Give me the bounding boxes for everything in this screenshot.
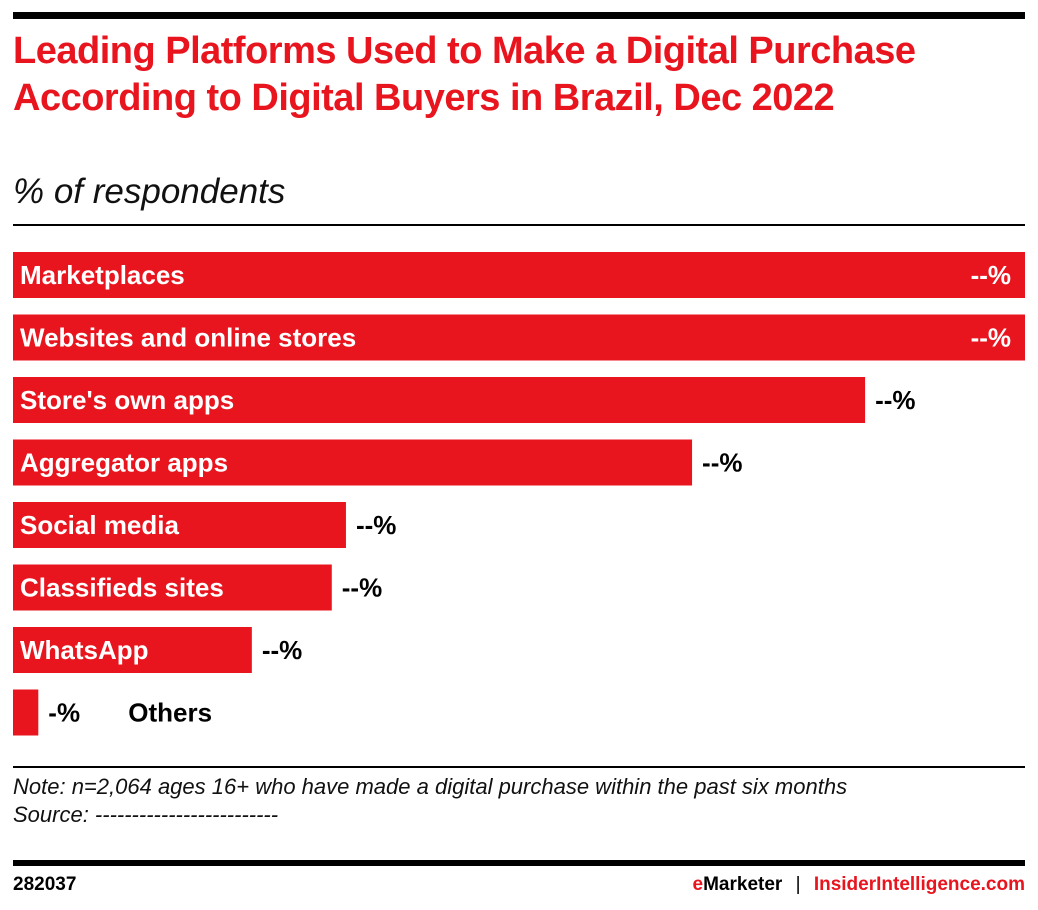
data-label: --% (262, 635, 302, 665)
bar (13, 689, 39, 736)
header-divider (13, 224, 1025, 226)
chart-source: Source: ------------------------- (13, 802, 279, 827)
top-rule (13, 12, 1025, 19)
data-label: --% (971, 260, 1011, 290)
category-label: Store's own apps (20, 385, 234, 415)
data-label: --% (702, 448, 742, 478)
category-label: Aggregator apps (20, 448, 228, 478)
brand-marketer: Marketer (703, 874, 783, 895)
bar (13, 564, 332, 611)
bar (13, 627, 252, 673)
bar (13, 252, 1025, 298)
chart-title: Leading Platforms Used to Make a Digital… (13, 30, 916, 119)
data-label: -% (48, 698, 80, 728)
brand-separator: | (795, 874, 801, 895)
category-label: Marketplaces (20, 260, 185, 290)
data-label: --% (971, 323, 1011, 353)
bar (13, 502, 346, 548)
footer-brand: eMarketer | InsiderIntelligence.com (693, 874, 1025, 896)
brand-e: e (692, 874, 704, 895)
brand-site[interactable]: InsiderIntelligence.com (813, 874, 1025, 895)
bar-chart: Marketplaces --% Websites and online store… (13, 252, 1025, 736)
category-label: Social media (20, 510, 179, 540)
note-divider (13, 766, 1025, 768)
chart-id: 282037 (13, 874, 77, 895)
data-label: --% (356, 510, 396, 540)
category-label: Websites and online stores (20, 323, 356, 353)
bar (13, 314, 1025, 361)
chart-note: Note: n=2,064 ages 16+ who have made a d… (13, 774, 848, 799)
category-label: Others (128, 698, 212, 728)
data-label: --% (342, 573, 382, 603)
bar (13, 439, 693, 486)
category-label: WhatsApp (20, 635, 149, 665)
bottom-rule (13, 860, 1025, 866)
chart-subtitle: % of respondents (13, 172, 286, 211)
bar (13, 377, 866, 423)
category-label: Classifieds sites (20, 573, 224, 603)
data-label: --% (875, 385, 915, 415)
